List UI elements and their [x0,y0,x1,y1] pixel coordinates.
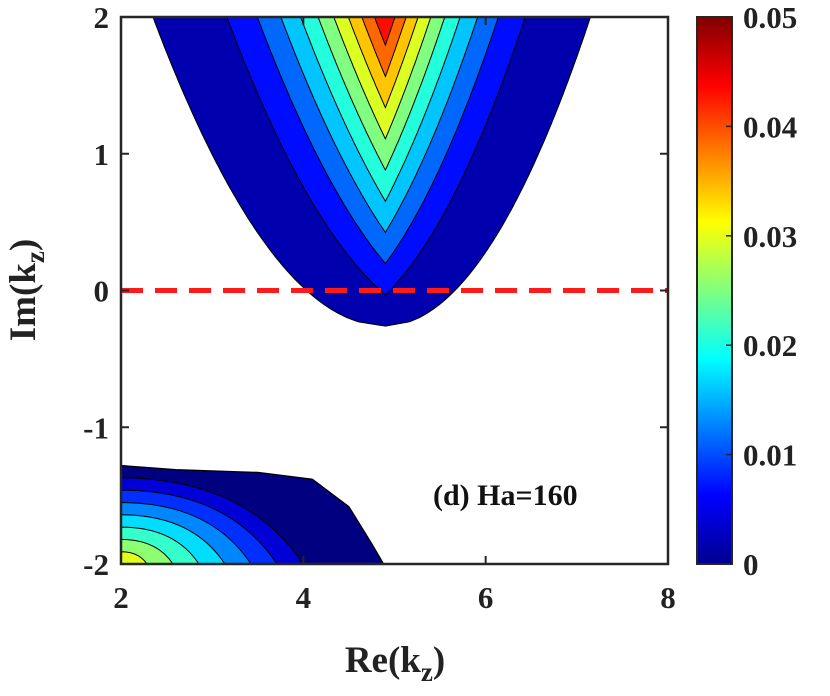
lower-lobe-contours [121,464,385,564]
y-axis-label-subscript: z [20,251,50,263]
panel-annotation: (d) Ha=160 [433,479,578,512]
contour-band [374,0,395,14]
colorbar [697,17,732,564]
x-axis-label-close: ) [433,640,445,681]
x-axis-label-main: Re(k [345,640,421,681]
upper-lobe-contours [152,0,592,327]
y-axis-label-main: Im(k [3,263,44,342]
colorbar-tick-label: 0.04 [743,109,797,144]
contour-band [121,551,148,564]
colorbar-frame [696,16,733,565]
y-tick-label: 1 [94,137,110,172]
y-tick-label: 0 [94,274,110,309]
colorbar-tick-label: 0.02 [743,328,797,363]
x-tick-label: 6 [478,580,494,615]
colorbar-tick-label: 0 [743,547,759,582]
colorbar-ticks [726,16,732,565]
colorbar-tick-label: 0.05 [743,0,797,35]
colorbar-tick-label: 0.03 [743,219,797,254]
x-axis-label: Re(kz) [345,640,445,687]
contour-band [361,17,407,78]
y-tick-label: -2 [83,547,109,582]
x-axis-label-subscript: z [421,657,433,687]
colorbar-tick-label: 0.01 [743,438,797,473]
contour-band [374,17,396,47]
x-tick-label: 8 [660,580,676,615]
y-axis-label-close: ) [3,239,44,251]
y-tick-label: -1 [83,410,109,445]
y-tick-label: 2 [94,0,110,35]
x-tick-label: 2 [113,580,129,615]
x-tick-label: 4 [296,580,312,615]
axis-ticks [120,16,669,565]
y-axis-label: Im(kz) [3,239,50,341]
